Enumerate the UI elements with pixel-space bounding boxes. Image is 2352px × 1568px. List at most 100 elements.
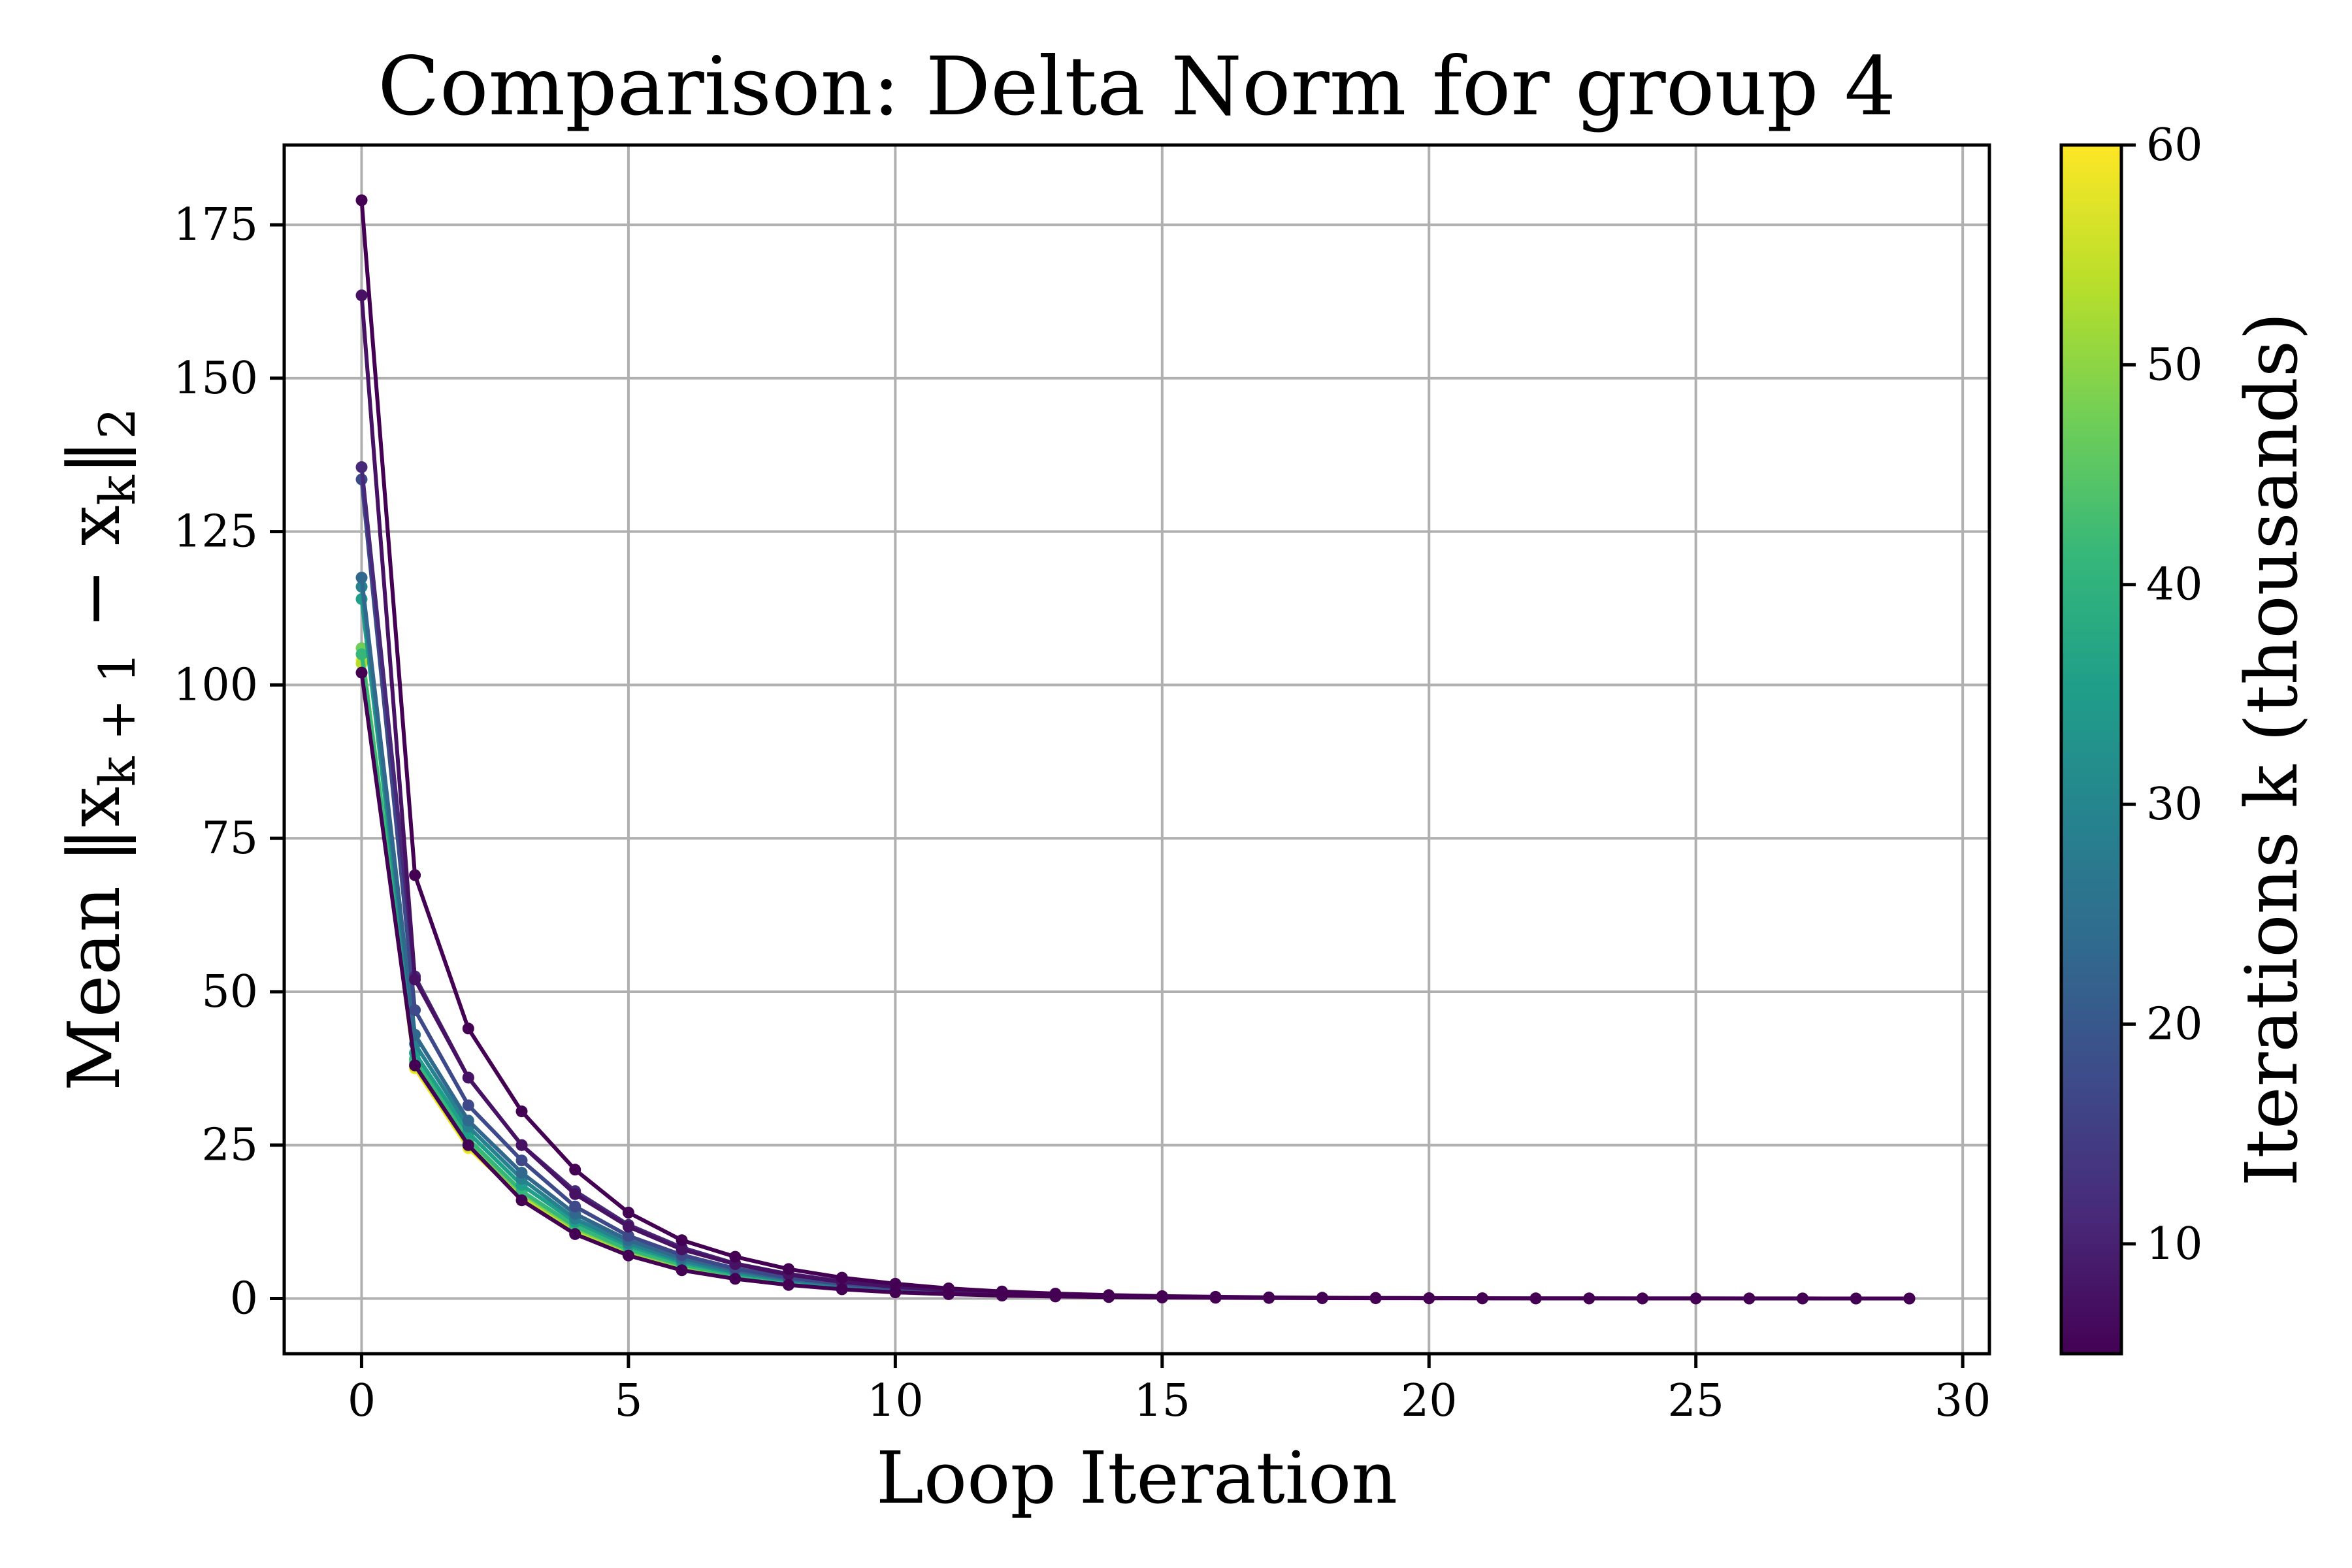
x-tick-label: 30 <box>1935 1375 1991 1427</box>
data-point <box>1476 1292 1488 1305</box>
data-point <box>1209 1292 1222 1304</box>
data-point <box>1637 1292 1648 1305</box>
series-line <box>359 466 1162 1299</box>
data-point <box>462 1071 474 1084</box>
colorbar-tick-label: 50 <box>2146 339 2203 391</box>
data-point <box>1529 1292 1542 1305</box>
y-label-sub2: k <box>88 474 146 505</box>
data-point <box>996 1290 1008 1301</box>
data-point <box>355 194 368 206</box>
series-line <box>359 660 1162 1299</box>
series-k=40 <box>355 593 1168 1303</box>
y-tick-label: 0 <box>230 1273 258 1324</box>
y-label-prefix: Mean ‖x <box>52 787 136 1091</box>
data-point <box>1316 1292 1328 1304</box>
y-tick-label: 150 <box>173 353 258 404</box>
y-tick-label: 175 <box>173 199 258 251</box>
colorbar <box>2059 143 2123 1356</box>
data-point <box>1903 1292 1916 1305</box>
data-point <box>355 461 368 473</box>
colorbar-tick-label: 60 <box>2146 120 2203 171</box>
series-k=60 <box>355 654 1168 1303</box>
series-k=45 <box>355 648 1168 1303</box>
data-point <box>889 1286 902 1299</box>
data-point <box>409 973 421 986</box>
data-point <box>1369 1292 1382 1305</box>
series-line <box>359 479 1162 1299</box>
data-point <box>1103 1291 1115 1303</box>
data-point <box>355 289 368 302</box>
y-label-sub3: 2 <box>88 408 146 439</box>
y-label-suffix: ‖ <box>52 439 136 475</box>
x-tick-label: 0 <box>348 1375 376 1427</box>
data-point <box>462 1099 474 1111</box>
data-point <box>462 1139 474 1151</box>
data-point <box>622 1249 634 1262</box>
data-point <box>569 1228 581 1240</box>
data-point <box>1690 1292 1702 1305</box>
data-point <box>1797 1292 1809 1305</box>
colorbar-ticks: 10 20 30 40 50 60 <box>2121 120 2203 1270</box>
y-tick-label: 75 <box>201 813 258 864</box>
x-tick-label: 15 <box>1134 1375 1191 1427</box>
data-point <box>569 1164 581 1176</box>
colorbar-tick-label: 30 <box>2146 779 2203 830</box>
data-point <box>622 1220 634 1233</box>
series-k=5 <box>355 194 1916 1305</box>
y-tick-label: 50 <box>201 966 258 1018</box>
colorbar-tick-label: 10 <box>2146 1218 2203 1270</box>
y-label-sub1: k + 1 <box>88 651 146 786</box>
series-k=5b <box>355 666 1916 1305</box>
x-tick-label: 20 <box>1401 1375 1458 1427</box>
series-line <box>359 586 1162 1299</box>
data-point <box>676 1234 688 1247</box>
x-tick-label: 5 <box>614 1375 642 1427</box>
series-line <box>359 663 1162 1299</box>
data-point <box>515 1167 528 1179</box>
chart-title: Comparison: Delta Norm for group 4 <box>378 40 1896 134</box>
x-tick-label: 10 <box>867 1375 924 1427</box>
data-point <box>515 1105 528 1118</box>
colorbar-tick-label: 40 <box>2146 559 2203 611</box>
data-point <box>836 1283 848 1296</box>
data-point <box>515 1154 528 1167</box>
data-point <box>1049 1290 1062 1303</box>
series-k=30 <box>355 572 1168 1303</box>
data-point <box>409 1004 421 1017</box>
series-k=50 <box>355 642 1168 1303</box>
y-tick-label: 25 <box>201 1120 258 1171</box>
colorbar-label: Iterations k (thousands) <box>2230 312 2313 1186</box>
series-line <box>359 200 1910 1301</box>
series-k=55 <box>355 657 1168 1303</box>
x-axis-label: Loop Iteration <box>876 1436 1397 1520</box>
series-line <box>359 647 1162 1299</box>
data-point <box>355 648 368 661</box>
data-point <box>409 869 421 881</box>
y-tick-label: 100 <box>173 659 258 711</box>
data-point <box>409 1059 421 1071</box>
data-point <box>676 1243 688 1256</box>
series-line <box>359 598 1162 1299</box>
colorbar-tick-label: 20 <box>2146 998 2203 1050</box>
data-point <box>462 1115 474 1127</box>
data-point <box>569 1188 581 1200</box>
series-k=15 <box>355 461 1168 1303</box>
series-line <box>359 654 1162 1299</box>
data-point <box>729 1250 742 1263</box>
series-k=20 <box>355 473 1168 1303</box>
y-tick-label: 125 <box>173 506 258 558</box>
axis-ticks: 0 5 10 15 20 25 30 0 25 50 75 100 125 150 175 <box>173 199 1991 1427</box>
data-point <box>1423 1292 1435 1305</box>
data-point <box>1263 1292 1275 1304</box>
series-group <box>355 194 1916 1305</box>
data-point <box>1850 1292 1862 1305</box>
data-point <box>622 1207 634 1218</box>
series-k=35 <box>355 581 1168 1303</box>
x-tick-label: 25 <box>1667 1375 1724 1427</box>
data-point <box>1743 1292 1756 1305</box>
data-point <box>783 1279 794 1291</box>
series-line <box>359 672 1910 1301</box>
data-point <box>622 1230 634 1242</box>
data-point <box>355 572 368 584</box>
